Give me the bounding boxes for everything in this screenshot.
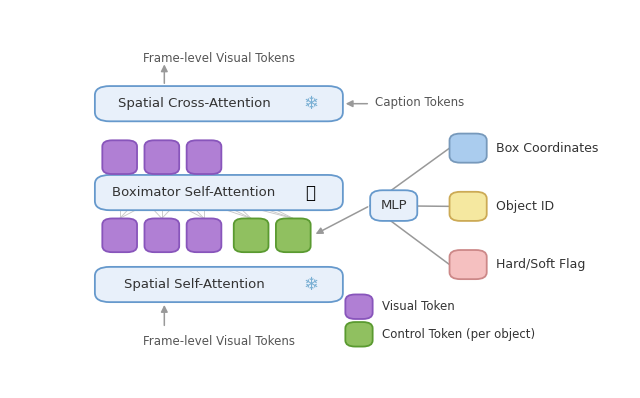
FancyBboxPatch shape [370, 190, 417, 221]
FancyBboxPatch shape [145, 140, 179, 174]
FancyBboxPatch shape [187, 219, 221, 252]
Text: 🔥: 🔥 [306, 183, 316, 201]
FancyBboxPatch shape [346, 295, 372, 319]
FancyBboxPatch shape [449, 192, 486, 221]
Text: ❄: ❄ [303, 275, 318, 293]
FancyBboxPatch shape [145, 219, 179, 252]
Text: Object ID: Object ID [495, 200, 554, 213]
Text: Box Coordinates: Box Coordinates [495, 142, 598, 155]
FancyBboxPatch shape [102, 219, 137, 252]
FancyBboxPatch shape [187, 140, 221, 174]
FancyBboxPatch shape [95, 267, 343, 302]
Text: Frame-level Visual Tokens: Frame-level Visual Tokens [143, 336, 295, 349]
Text: Boximator Self-Attention: Boximator Self-Attention [113, 186, 276, 199]
Text: Frame-level Visual Tokens: Frame-level Visual Tokens [143, 52, 295, 65]
Text: Hard/Soft Flag: Hard/Soft Flag [495, 258, 585, 271]
Text: ❄: ❄ [303, 95, 318, 113]
Text: Spatial Cross-Attention: Spatial Cross-Attention [118, 97, 271, 110]
Text: Visual Token: Visual Token [381, 300, 454, 313]
Text: Control Token (per object): Control Token (per object) [381, 328, 534, 341]
FancyBboxPatch shape [102, 140, 137, 174]
Text: Spatial Self-Attention: Spatial Self-Attention [124, 278, 264, 291]
FancyBboxPatch shape [234, 219, 269, 252]
FancyBboxPatch shape [449, 250, 486, 279]
FancyBboxPatch shape [449, 134, 486, 163]
Text: Caption Tokens: Caption Tokens [375, 96, 465, 109]
FancyBboxPatch shape [276, 219, 310, 252]
FancyBboxPatch shape [95, 175, 343, 210]
FancyBboxPatch shape [95, 86, 343, 121]
Text: MLP: MLP [380, 199, 407, 212]
FancyBboxPatch shape [346, 322, 372, 347]
